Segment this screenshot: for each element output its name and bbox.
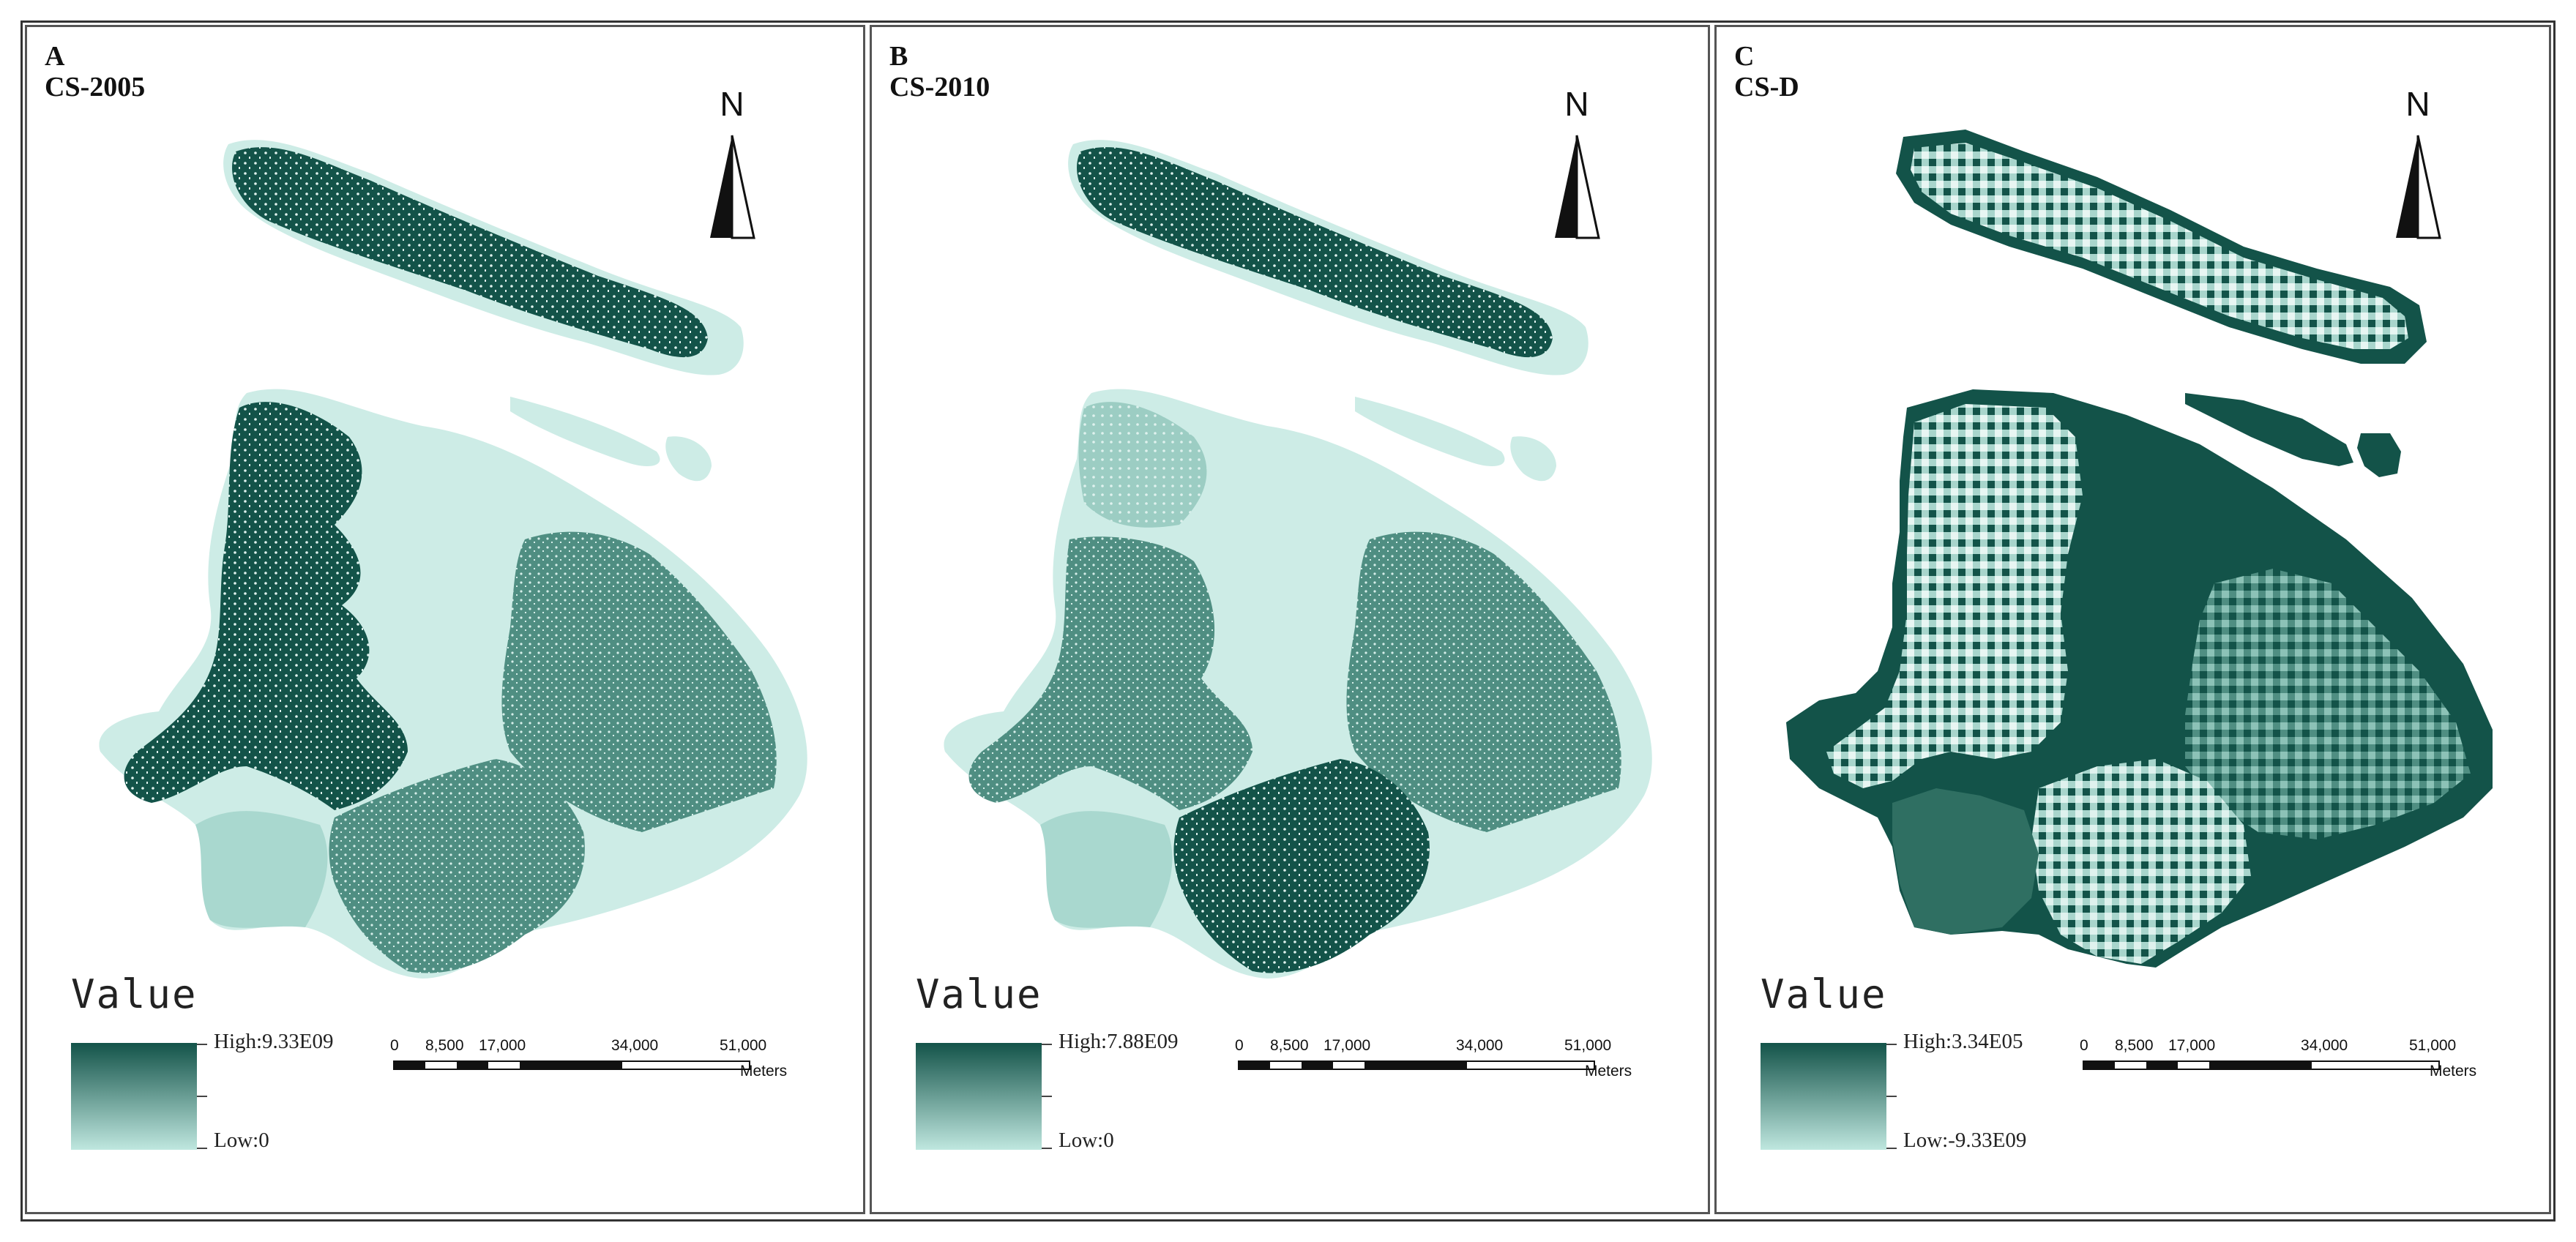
small-island-1 xyxy=(1355,397,1505,466)
district-s-mid xyxy=(2031,759,2251,964)
small-island-1 xyxy=(2185,393,2353,466)
map-svg-c xyxy=(1786,130,2493,968)
legend-low-label: Low:0 xyxy=(214,1129,269,1152)
scale-tick-label: 0 xyxy=(390,1037,399,1054)
legend-color-ramp xyxy=(1761,1043,1886,1150)
small-island-2 xyxy=(2357,433,2401,477)
legend-color-ramp xyxy=(916,1043,1042,1150)
legend-high-label: High:3.34E05 xyxy=(1903,1030,2023,1053)
map-panel-b: B CS-2010 N Value High:7.88E09 Low:0 0 8… xyxy=(870,25,1710,1214)
island-cover xyxy=(1077,147,1553,358)
map-panel-c: C CS-D N Value High:3.34E05 Low:-9.33E09… xyxy=(1714,25,2551,1214)
district-nw-light xyxy=(1826,404,2083,788)
panel-title: CS-2005 xyxy=(45,72,146,102)
scale-tick-label: 0 xyxy=(1235,1037,1244,1054)
legend-title: Value xyxy=(1761,971,1887,1017)
district-se-mid xyxy=(2185,569,2471,839)
north-letter: N xyxy=(1564,85,1589,123)
scale-tick-label: 17,000 xyxy=(2168,1037,2216,1054)
district-sw xyxy=(195,811,328,928)
scale-unit: Meters xyxy=(740,1063,788,1080)
district-nw xyxy=(124,402,408,810)
north-arrow: N xyxy=(699,84,765,245)
scale-unit: Meters xyxy=(1585,1063,1632,1080)
panel-title: CS-D xyxy=(1734,72,1799,102)
small-island-2 xyxy=(665,436,712,482)
scale-bar: 0 8,500 17,000 34,000 51,000 Meters xyxy=(2080,1037,2476,1088)
scale-tick-label: 0 xyxy=(2080,1037,2088,1054)
north-letter: N xyxy=(720,85,744,123)
north-arrow-icon xyxy=(710,135,755,239)
district-se xyxy=(1346,531,1621,832)
district-s xyxy=(329,759,585,973)
map-svg-b xyxy=(944,140,1652,979)
scale-bar-graphic xyxy=(1238,1060,1595,1070)
panel-letter: C xyxy=(1734,41,1755,72)
scale-tick-label: 34,000 xyxy=(1456,1037,1504,1054)
legend-ticks xyxy=(1886,1044,1897,1149)
scale-tick-label: 51,000 xyxy=(720,1037,767,1054)
small-island-1 xyxy=(510,397,660,466)
panel-letter: A xyxy=(45,41,65,72)
legend-title: Value xyxy=(71,971,198,1017)
island-interior xyxy=(1911,143,2408,349)
district-sw-dark xyxy=(1892,788,2039,935)
north-arrow-icon xyxy=(1555,135,1600,239)
legend-high-label: High:7.88E09 xyxy=(1059,1030,1179,1053)
district-w xyxy=(968,536,1252,810)
island-cover xyxy=(232,147,708,358)
legend-color-ramp xyxy=(71,1043,197,1150)
north-letter: N xyxy=(2405,85,2430,123)
panel-title: CS-2010 xyxy=(889,72,990,102)
scale-tick-label: 17,000 xyxy=(1324,1037,1371,1054)
figure-frame xyxy=(20,20,2556,1222)
small-island-2 xyxy=(1510,436,1556,482)
district-se xyxy=(501,531,777,832)
map-panel-a: A CS-2005 N Value High:9.33E09 Low:0 0 8… xyxy=(25,25,865,1214)
panel-letter: B xyxy=(889,41,908,72)
scale-bar: 0 8,500 17,000 34,000 51,000 Meters xyxy=(1235,1037,1632,1088)
map-svg-a xyxy=(99,140,807,979)
scale-unit: Meters xyxy=(2430,1063,2477,1080)
scale-tick-label: 8,500 xyxy=(2115,1037,2154,1054)
district-s xyxy=(1173,759,1430,973)
scale-tick-label: 34,000 xyxy=(2301,1037,2348,1054)
scale-bar-graphic xyxy=(2083,1060,2440,1070)
north-arrow: N xyxy=(2385,84,2451,245)
legend-ticks xyxy=(1042,1044,1052,1149)
scale-tick-label: 34,000 xyxy=(611,1037,659,1054)
scale-bar: 0 8,500 17,000 34,000 51,000 Meters xyxy=(390,1037,787,1088)
legend-low-label: Low:0 xyxy=(1059,1129,1114,1152)
district-nw xyxy=(1078,402,1207,528)
scale-tick-label: 8,500 xyxy=(425,1037,464,1054)
north-arrow: N xyxy=(1544,84,1610,245)
scale-tick-label: 8,500 xyxy=(1270,1037,1309,1054)
scale-tick-label: 51,000 xyxy=(1564,1037,1612,1054)
scale-tick-label: 51,000 xyxy=(2409,1037,2457,1054)
north-arrow-icon xyxy=(2396,135,2441,239)
scale-bar-graphic xyxy=(393,1060,750,1070)
legend-ticks xyxy=(197,1044,207,1149)
legend-high-label: High:9.33E09 xyxy=(214,1030,334,1053)
district-sw xyxy=(1040,811,1173,928)
scale-tick-label: 17,000 xyxy=(479,1037,526,1054)
legend-low-label: Low:-9.33E09 xyxy=(1903,1129,2027,1152)
legend-title: Value xyxy=(916,971,1042,1017)
